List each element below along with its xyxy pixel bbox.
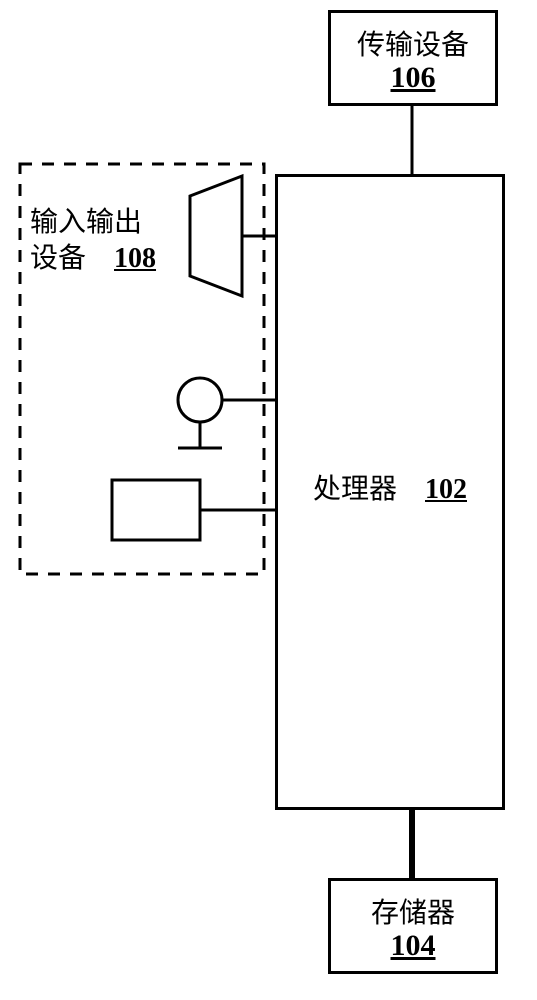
mic-head-icon bbox=[178, 378, 222, 422]
speaker-icon bbox=[190, 176, 242, 296]
small-box-icon bbox=[112, 480, 200, 540]
io-group-box bbox=[20, 164, 264, 574]
diagram-svg bbox=[0, 0, 537, 1000]
